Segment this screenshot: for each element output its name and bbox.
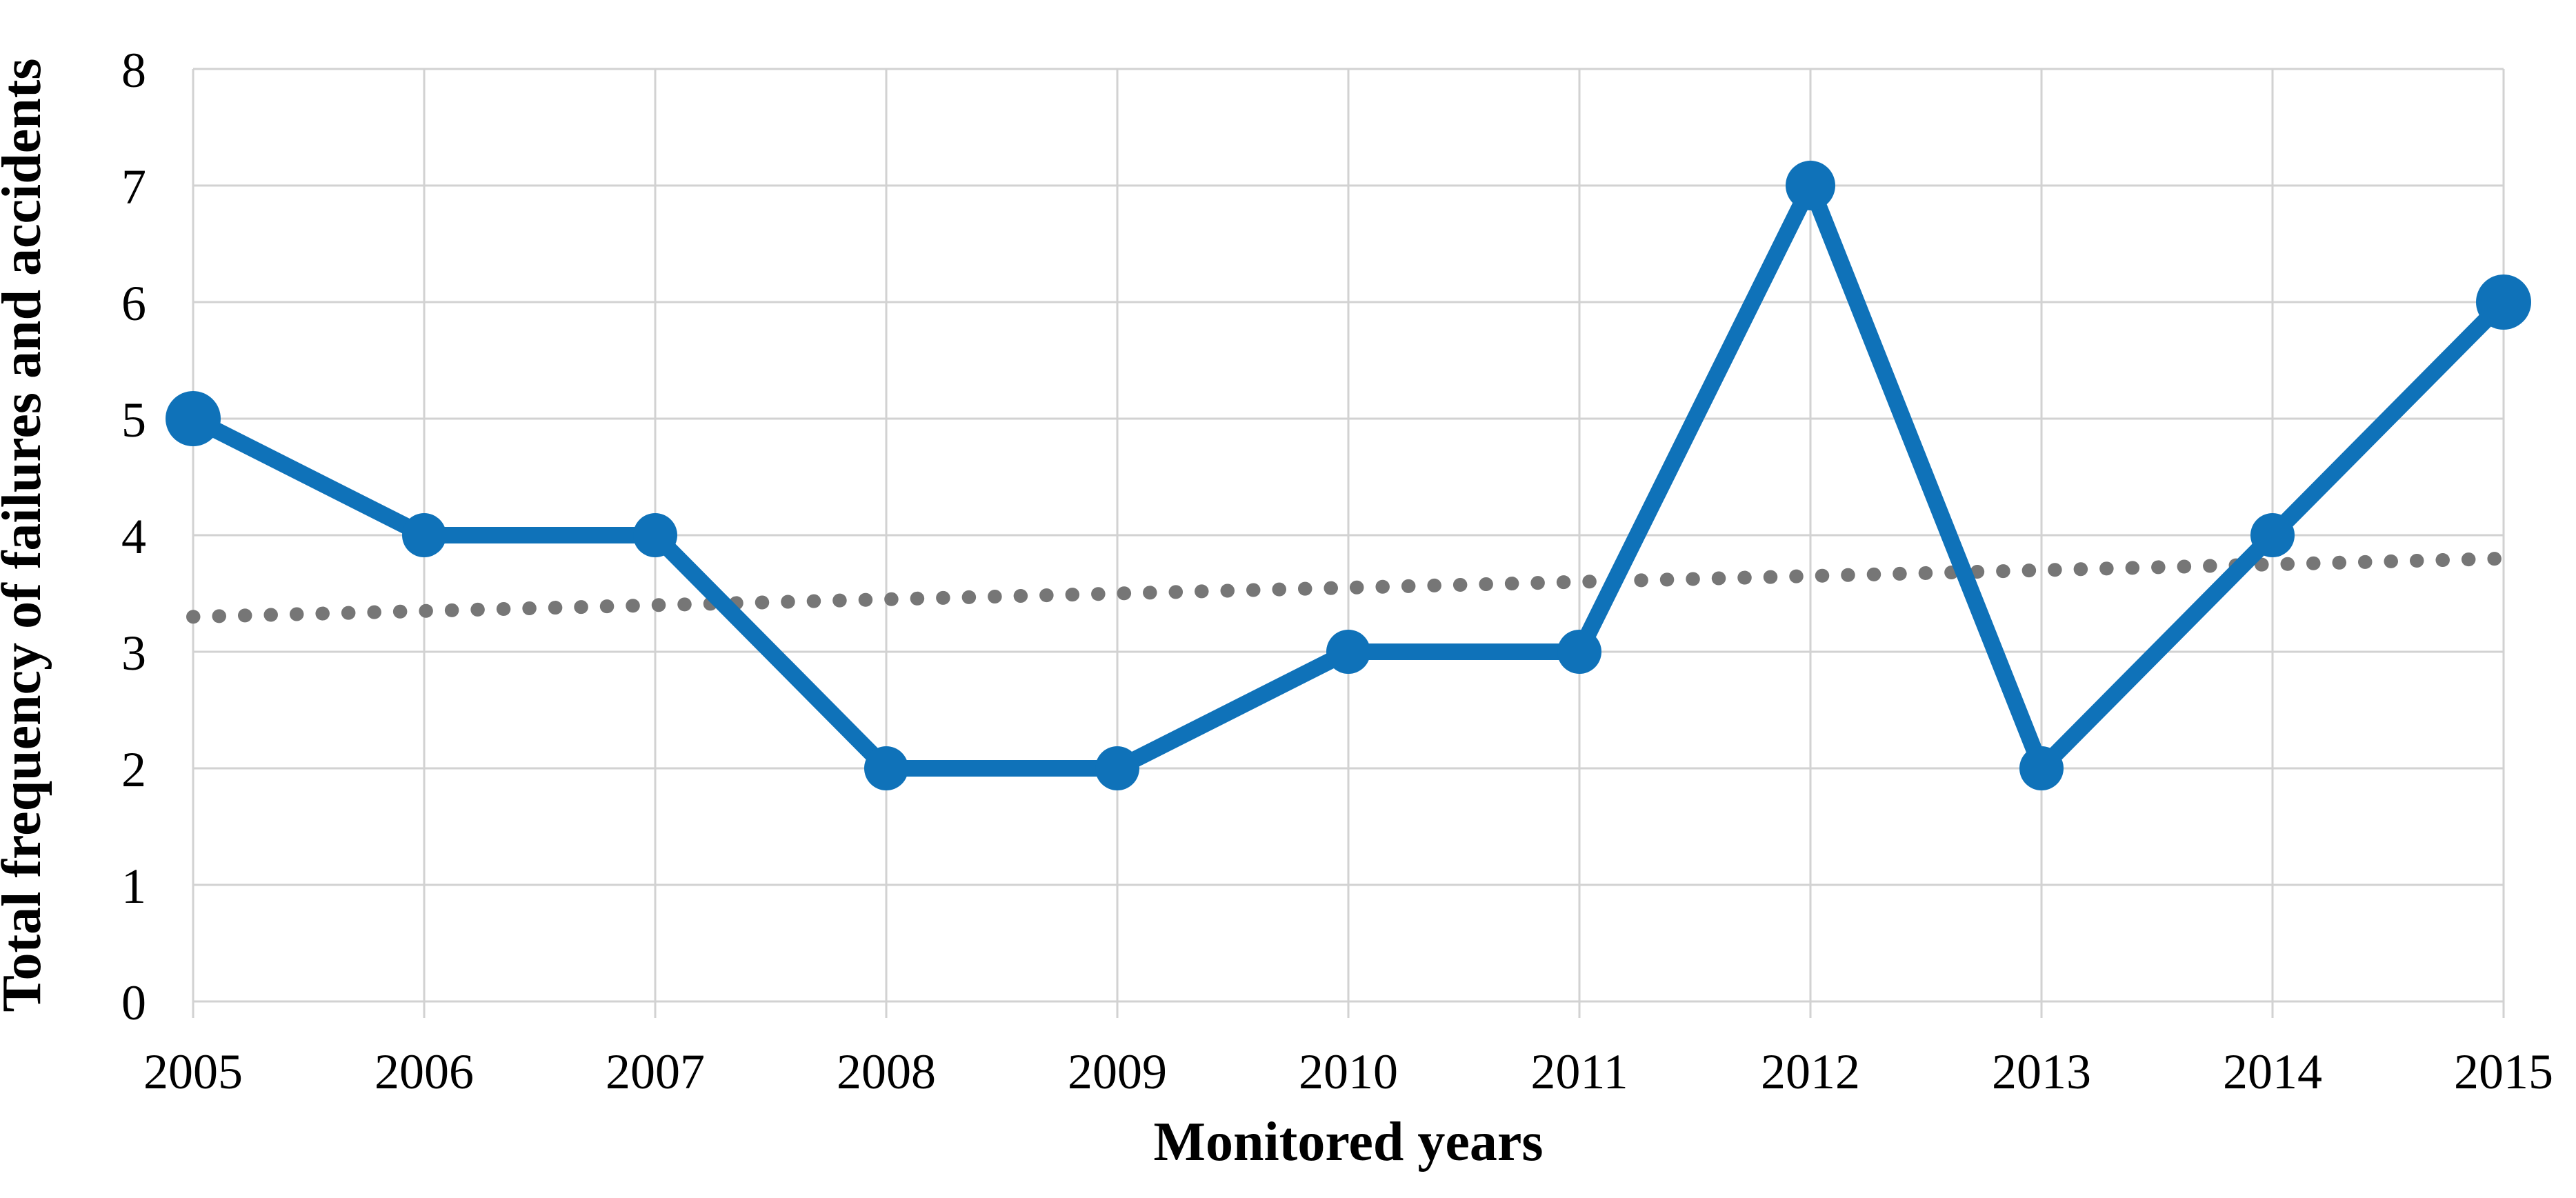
data-point-marker <box>1095 746 1139 790</box>
data-point-marker <box>864 746 908 790</box>
x-tick-label: 2009 <box>1068 1044 1167 1099</box>
x-tick-label: 2010 <box>1299 1044 1398 1099</box>
y-tick-label: 0 <box>121 975 146 1030</box>
y-tick-label: 1 <box>121 859 146 914</box>
data-point-marker <box>1326 630 1370 674</box>
x-tick-label: 2012 <box>1761 1044 1860 1099</box>
trendline <box>186 551 2510 624</box>
main-series <box>166 161 2531 790</box>
axis-tick-marks <box>192 1001 2505 1018</box>
data-point-marker <box>2476 274 2531 330</box>
y-axis-tick-labels: 0 1 2 3 4 5 6 7 8 <box>121 43 146 1030</box>
x-tick-label: 2011 <box>1530 1044 1628 1099</box>
data-point-marker <box>166 391 221 446</box>
data-point-marker <box>633 513 677 557</box>
y-tick-label: 5 <box>121 392 146 448</box>
y-tick-label: 2 <box>121 742 146 797</box>
trendline-series <box>186 551 2510 624</box>
x-tick-label: 2007 <box>606 1044 705 1099</box>
gridlines <box>192 68 2505 1003</box>
data-point-marker <box>402 513 446 557</box>
y-axis-title: Total frequency of failures and accident… <box>0 58 52 1012</box>
x-tick-label: 2006 <box>375 1044 474 1099</box>
y-tick-label: 4 <box>121 509 146 564</box>
y-tick-label: 7 <box>121 159 146 214</box>
x-axis-title: Monitored years <box>1153 1112 1543 1172</box>
x-tick-label: 2008 <box>837 1044 936 1099</box>
y-tick-label: 8 <box>121 43 146 98</box>
x-tick-label: 2014 <box>2223 1044 2322 1099</box>
data-point-marker <box>1786 161 1835 210</box>
data-point-marker <box>2019 746 2064 790</box>
data-point-marker <box>2250 513 2295 557</box>
data-point-marker <box>1557 630 1601 674</box>
x-tick-label: 2013 <box>1992 1044 2091 1099</box>
y-tick-label: 6 <box>121 276 146 331</box>
y-tick-label: 3 <box>121 626 146 681</box>
x-tick-label: 2005 <box>143 1044 243 1099</box>
x-axis-tick-labels: 2005 2006 2007 2008 2009 2010 2011 2012 2013 2014… <box>143 1044 2553 1099</box>
x-tick-label: 2015 <box>2454 1044 2553 1099</box>
